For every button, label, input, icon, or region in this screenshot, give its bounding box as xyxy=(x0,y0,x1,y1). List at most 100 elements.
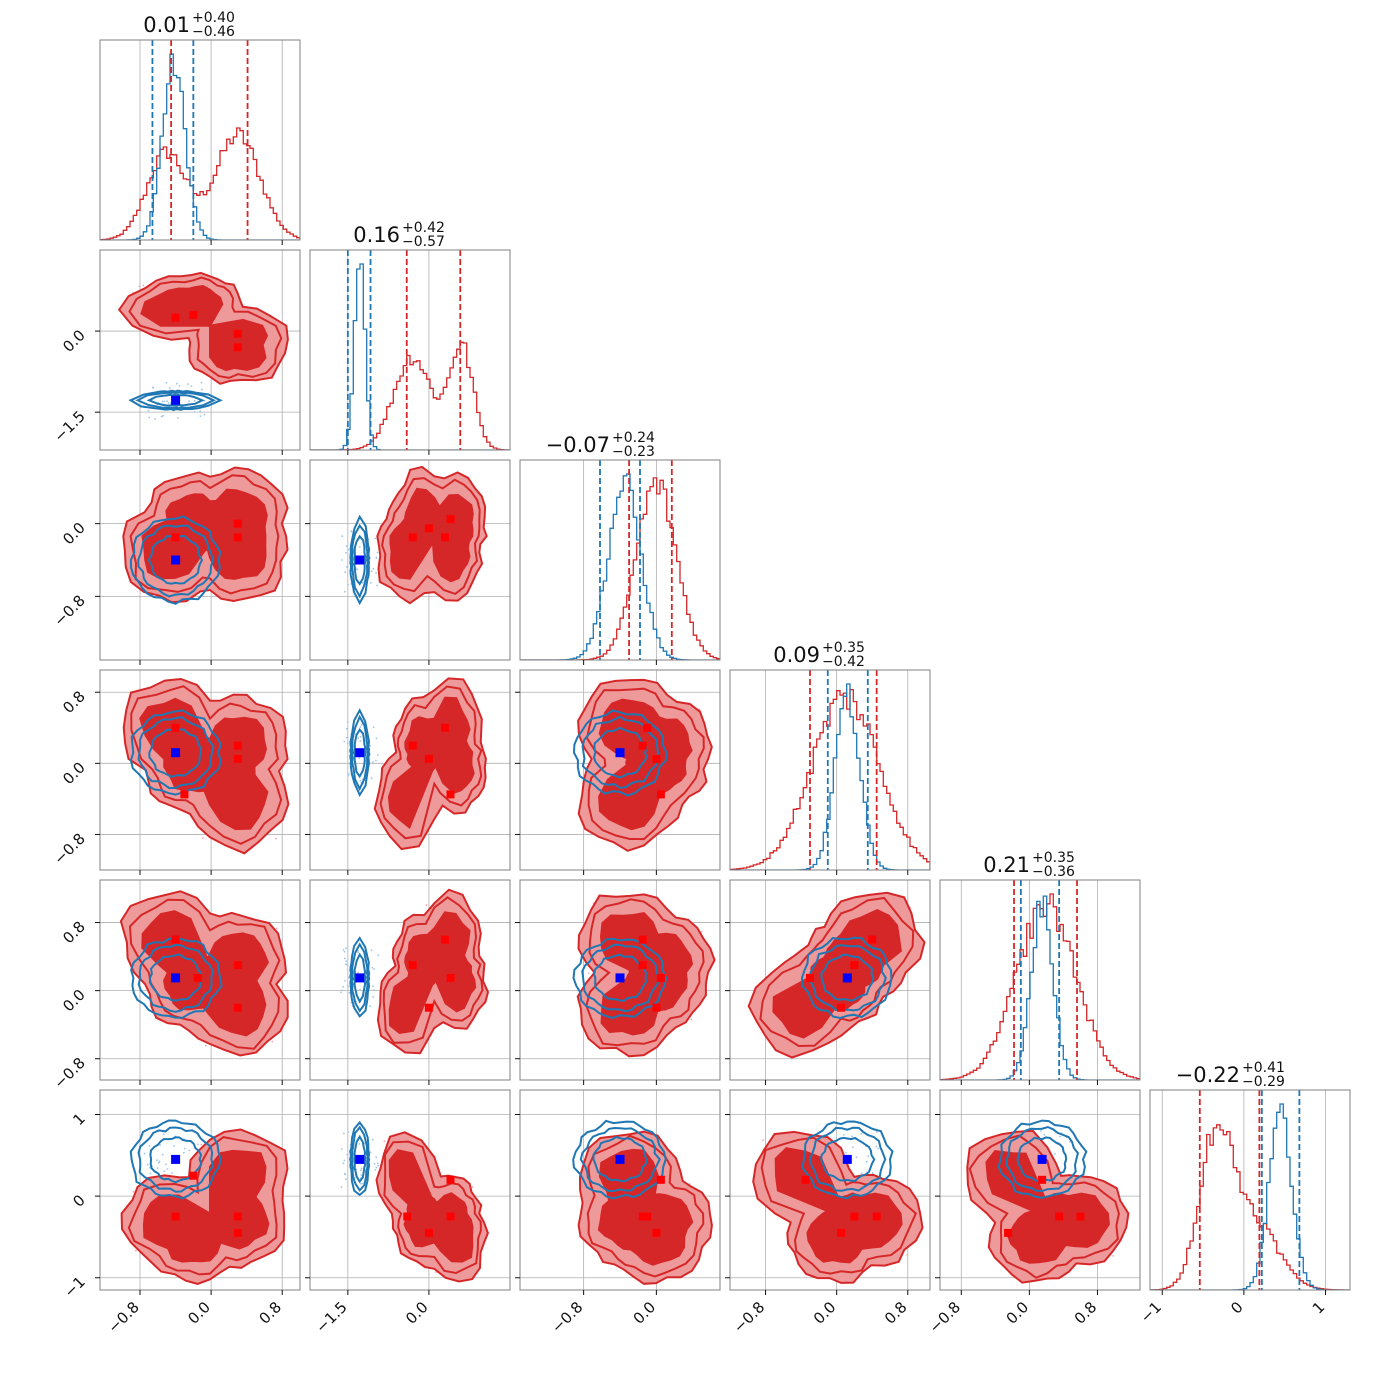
red-marker xyxy=(403,1212,412,1221)
blue-sample-point xyxy=(372,567,375,570)
blue-contour xyxy=(581,715,659,790)
red-marker xyxy=(424,1228,433,1237)
blue-sample-point xyxy=(345,960,348,962)
red-marker xyxy=(652,754,661,763)
panel-content xyxy=(310,250,510,450)
blue-sample-point xyxy=(376,551,379,554)
blue-sample-point xyxy=(360,724,363,726)
panel-content xyxy=(940,880,1140,1080)
red-marker xyxy=(837,1003,846,1012)
blue-sample-point xyxy=(359,988,361,991)
panel-frame xyxy=(519,1089,721,1291)
blue-contour xyxy=(129,515,222,605)
red-marker xyxy=(171,533,180,542)
blue-sample-point xyxy=(167,402,170,404)
red-histogram xyxy=(310,341,510,450)
scatter-panel-3-2 xyxy=(515,669,721,875)
blue-contour xyxy=(801,1120,894,1200)
blue-sample-point xyxy=(348,991,351,994)
red-marker xyxy=(643,723,652,732)
red-marker xyxy=(189,310,198,319)
blue-sample-point xyxy=(348,773,350,775)
panel-content xyxy=(100,40,300,240)
scatter-panel-4-0: −0.8 0.0 0.8 xyxy=(50,879,301,1092)
x-tick-label: 0.8 xyxy=(1071,1298,1101,1328)
blue-sample-point xyxy=(343,1132,345,1135)
blue-sample-point xyxy=(369,1005,371,1007)
blue-sample-point xyxy=(371,1138,374,1141)
panel-content xyxy=(520,1090,720,1290)
blue-contour xyxy=(137,524,215,598)
blue-sample-point xyxy=(165,1163,167,1166)
red-marker xyxy=(1004,1228,1013,1237)
panel-content xyxy=(520,670,720,870)
blue-sample-point xyxy=(361,1182,364,1185)
blue-contour xyxy=(350,714,369,792)
blue-sample-point xyxy=(359,726,362,728)
blue-sample-point xyxy=(178,385,181,387)
panel-frame xyxy=(519,879,721,1081)
blue-sample-point xyxy=(154,418,156,420)
blue-sample-point xyxy=(346,742,349,745)
panel-frame xyxy=(99,249,301,451)
blue-contour xyxy=(146,393,205,407)
blue-sample-point xyxy=(1040,1130,1042,1132)
blue-sample-point xyxy=(360,1167,363,1170)
histogram-panel-3 xyxy=(729,669,931,875)
x-tick-label: 0.8 xyxy=(255,1298,285,1328)
red-marker xyxy=(652,1003,661,1012)
panel-frame xyxy=(519,459,721,661)
panel-content xyxy=(730,880,930,1080)
red-marker xyxy=(193,973,202,982)
blue-contour xyxy=(572,709,668,797)
blue-sample-point xyxy=(149,1172,152,1175)
blue-sample-point xyxy=(375,1156,378,1159)
blue-sample-point xyxy=(148,416,151,419)
title-plus: +0.24 xyxy=(612,430,655,446)
blue-sample-point xyxy=(345,727,348,730)
title-plus: +0.41 xyxy=(1242,1060,1285,1076)
red-contour-inner xyxy=(389,487,474,583)
red-marker xyxy=(233,741,242,750)
red-sample-point xyxy=(271,1040,274,1043)
blue-contour xyxy=(997,1119,1088,1199)
blue-sample-point xyxy=(168,387,171,389)
blue-sample-point xyxy=(369,1151,372,1154)
panel-frame xyxy=(309,669,511,871)
blue-contour xyxy=(148,728,203,778)
red-marker xyxy=(1055,1212,1064,1221)
panel-frame xyxy=(939,1089,1141,1291)
title-minus: −0.29 xyxy=(1242,1074,1285,1090)
blue-contour xyxy=(128,389,223,412)
blue-sample-point xyxy=(156,1167,159,1169)
blue-contour xyxy=(149,1136,203,1184)
panel-background xyxy=(310,250,510,450)
blue-marker xyxy=(1037,1154,1047,1164)
x-tick-label: −0.8 xyxy=(548,1298,586,1336)
y-tick-label: 1 xyxy=(69,1110,88,1129)
red-marker xyxy=(656,1175,665,1184)
blue-sample-point xyxy=(345,545,348,547)
panel-frame xyxy=(309,459,511,661)
blue-sample-point xyxy=(344,1173,347,1176)
title-median: −0.22 xyxy=(1176,1063,1240,1087)
blue-contour xyxy=(129,1119,222,1200)
panel-frame xyxy=(519,669,721,871)
blue-contour xyxy=(350,523,369,599)
red-marker xyxy=(233,754,242,763)
title-minus: −0.36 xyxy=(1032,864,1075,880)
blue-contour xyxy=(137,943,214,1013)
red-marker xyxy=(638,935,647,944)
red-marker xyxy=(638,961,647,970)
blue-sample-point xyxy=(346,1153,349,1156)
blue-contour xyxy=(581,943,660,1013)
y-tick-label: 0.8 xyxy=(59,918,89,948)
scatter-panel-4-2 xyxy=(515,879,721,1085)
blue-contour xyxy=(579,1126,661,1193)
blue-sample-point xyxy=(188,1149,191,1152)
scatter-panel-2-0: −0.8 0.0 xyxy=(50,459,301,665)
y-tick-label: −0.8 xyxy=(50,1054,88,1092)
blue-sample-point xyxy=(341,989,343,992)
y-tick-label: 0.8 xyxy=(59,687,89,717)
